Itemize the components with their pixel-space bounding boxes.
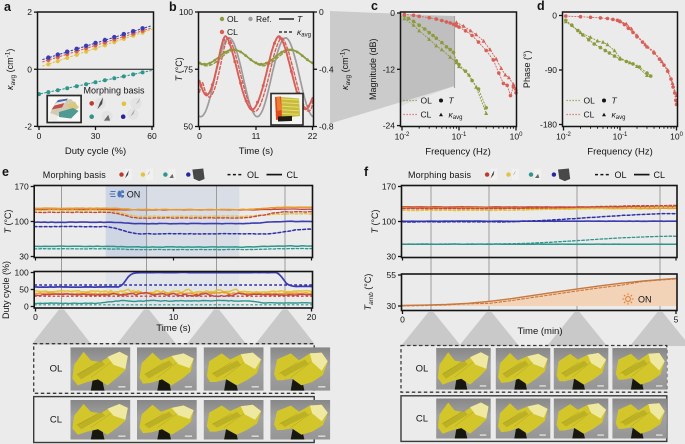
svg-text:0: 0 — [197, 131, 202, 141]
svg-text:κavg: κavg — [612, 110, 626, 122]
svg-text:100: 100 — [382, 217, 396, 227]
svg-text:-180: -180 — [540, 120, 557, 130]
svg-text:κavg: κavg — [449, 110, 463, 122]
svg-text:CL: CL — [584, 110, 595, 120]
svg-text:-12: -12 — [383, 64, 396, 74]
svg-text:30: 30 — [91, 131, 101, 141]
svg-text:b: b — [169, 0, 177, 14]
svg-text:Morphing basis: Morphing basis — [83, 86, 145, 96]
svg-text:ON: ON — [638, 295, 652, 305]
svg-text:0: 0 — [390, 8, 395, 18]
svg-text:5: 5 — [674, 315, 679, 325]
svg-text:OL: OL — [615, 170, 627, 180]
svg-text:Duty cycle (%): Duty cycle (%) — [65, 146, 126, 157]
svg-text:75: 75 — [184, 64, 194, 74]
svg-text:-0.4: -0.4 — [319, 64, 334, 74]
svg-text:170: 170 — [15, 182, 29, 192]
svg-text:CL: CL — [50, 415, 62, 426]
svg-text:Time (s): Time (s) — [239, 146, 273, 157]
svg-text:100: 100 — [15, 268, 29, 278]
svg-text:10-2: 10-2 — [556, 132, 571, 142]
svg-text:-2: -2 — [24, 121, 32, 131]
svg-text:T: T — [449, 96, 455, 106]
svg-text:20: 20 — [307, 312, 317, 322]
svg-text:100: 100 — [510, 132, 523, 142]
svg-text:T (°C): T (°C) — [3, 209, 13, 233]
svg-text:30: 30 — [387, 252, 397, 262]
svg-text:55: 55 — [387, 270, 397, 280]
svg-text:10: 10 — [169, 312, 179, 322]
svg-text:30: 30 — [19, 252, 29, 262]
svg-text:Tamb (°C): Tamb (°C) — [363, 274, 375, 311]
svg-text:CL: CL — [654, 170, 666, 180]
svg-text:0: 0 — [33, 312, 38, 322]
svg-text:0: 0 — [37, 131, 42, 141]
svg-text:50: 50 — [184, 122, 194, 132]
svg-text:10-1: 10-1 — [613, 132, 628, 142]
svg-text:2: 2 — [27, 7, 32, 17]
svg-text:κavg (cm-1): κavg (cm-1) — [5, 49, 18, 90]
svg-text:-90: -90 — [545, 65, 558, 75]
svg-text:CL: CL — [227, 27, 238, 37]
svg-text:CL: CL — [416, 414, 428, 425]
svg-text:e: e — [2, 165, 9, 179]
svg-text:0: 0 — [552, 11, 557, 21]
svg-text:c: c — [371, 0, 378, 13]
svg-text:0: 0 — [400, 315, 405, 325]
svg-text:100: 100 — [670, 132, 683, 142]
svg-text:T: T — [612, 96, 618, 106]
svg-text:OL: OL — [247, 170, 259, 180]
svg-text:Morphing basis: Morphing basis — [408, 170, 471, 180]
svg-text:ON: ON — [127, 190, 141, 200]
svg-text:170: 170 — [382, 182, 396, 192]
svg-text:100: 100 — [179, 7, 193, 17]
svg-text:f: f — [364, 165, 369, 179]
svg-text:Time (s): Time (s) — [156, 323, 190, 334]
svg-text:0: 0 — [319, 7, 324, 17]
svg-text:OL: OL — [584, 96, 596, 106]
svg-text:T (°C): T (°C) — [370, 209, 380, 233]
svg-text:CL: CL — [421, 110, 432, 120]
svg-text:Frequency (Hz): Frequency (Hz) — [587, 147, 652, 158]
svg-text:50: 50 — [19, 285, 29, 295]
svg-text:0: 0 — [24, 302, 29, 312]
svg-text:Time (min): Time (min) — [517, 326, 562, 337]
svg-text:Phase (°): Phase (°) — [522, 50, 532, 88]
svg-text:10-1: 10-1 — [452, 132, 467, 142]
svg-text:OL: OL — [50, 364, 63, 375]
svg-text:Frequency (Hz): Frequency (Hz) — [425, 147, 490, 158]
svg-text:10-2: 10-2 — [395, 132, 410, 142]
svg-text:OL: OL — [421, 96, 433, 106]
svg-text:CL: CL — [287, 170, 299, 180]
svg-text:Ref.: Ref. — [256, 14, 272, 24]
svg-text:30: 30 — [387, 301, 397, 311]
svg-text:Morphing basis: Morphing basis — [43, 170, 106, 180]
svg-text:OL: OL — [227, 14, 239, 24]
svg-text:11: 11 — [252, 131, 261, 141]
svg-text:T: T — [297, 14, 303, 24]
svg-text:100: 100 — [15, 217, 29, 227]
svg-text:-0.8: -0.8 — [319, 122, 334, 132]
svg-text:0: 0 — [27, 64, 32, 74]
svg-text:d: d — [537, 0, 545, 13]
svg-text:Duty cycle (%): Duty cycle (%) — [1, 261, 11, 319]
svg-text:OL: OL — [416, 364, 429, 375]
svg-text:a: a — [4, 0, 12, 14]
svg-text:22: 22 — [308, 131, 318, 141]
svg-text:Magnitude (dB): Magnitude (dB) — [368, 38, 378, 100]
svg-text:T (°C): T (°C) — [174, 57, 184, 81]
svg-text:60: 60 — [147, 131, 157, 141]
svg-text:κavg (cm-1): κavg (cm-1) — [340, 49, 353, 90]
svg-text:-24: -24 — [383, 121, 396, 131]
svg-text:κavg: κavg — [297, 27, 311, 39]
